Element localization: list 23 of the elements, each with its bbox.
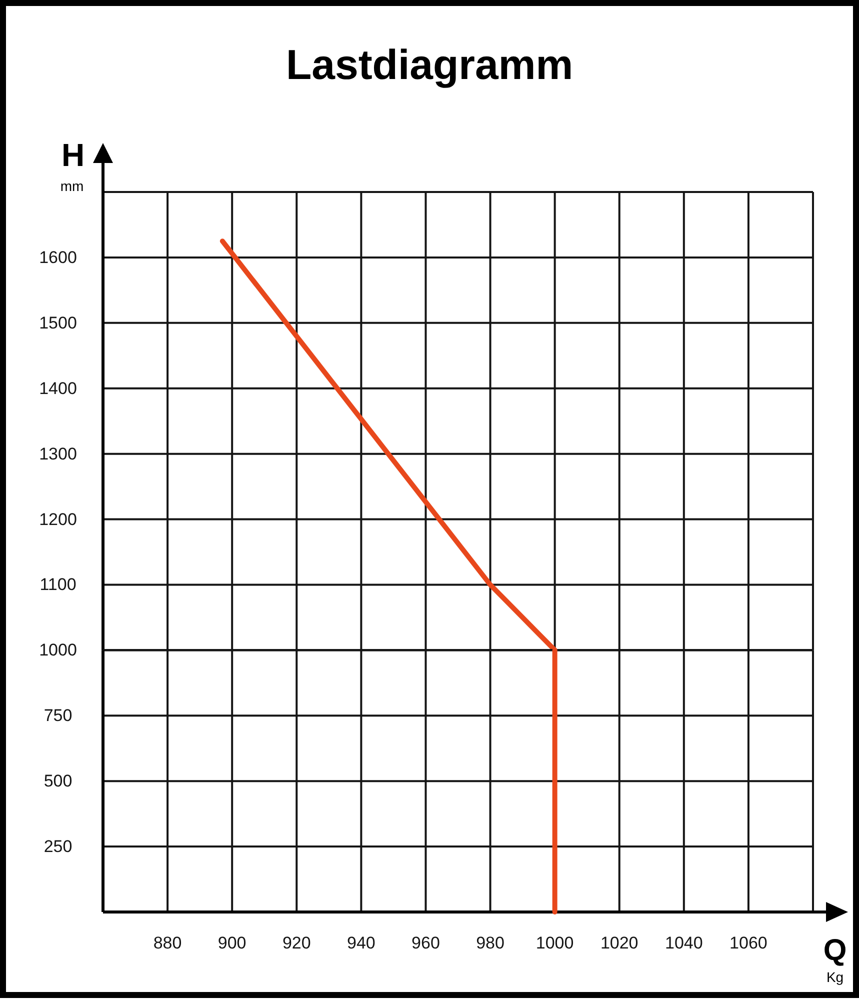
y-axis-title: H mm [60, 137, 85, 194]
x-tick-label: 960 [412, 934, 440, 952]
y-tick-label: 1100 [40, 575, 76, 594]
x-tick-label: 1000 [536, 934, 574, 952]
y-tick-label: 1200 [39, 510, 77, 529]
x-tick-label: 920 [282, 934, 311, 952]
x-tick-label: 940 [346, 934, 376, 952]
y-tick-label: 500 [44, 772, 72, 791]
x-tick-label: 1020 [600, 934, 638, 952]
y-tick-label: 1400 [39, 378, 77, 398]
y-tick-label: 250 [44, 837, 72, 856]
chart-title: Lastdiagramm [286, 41, 574, 88]
x-tick-label: 1060 [730, 934, 768, 952]
y-tick-label: 1300 [39, 444, 77, 464]
x-axis-title: Q Kg [823, 934, 847, 985]
y-tick-label: 1000 [39, 640, 77, 660]
x-tick-label: 980 [476, 934, 504, 952]
y-tick-label: 1600 [39, 248, 77, 267]
x-tick-label: 880 [153, 934, 182, 952]
x-tick-label: 1040 [664, 934, 703, 952]
y-tick-label: 1500 [39, 313, 77, 332]
x-tick-label: 900 [218, 934, 246, 952]
y-tick-label: 750 [44, 706, 72, 726]
